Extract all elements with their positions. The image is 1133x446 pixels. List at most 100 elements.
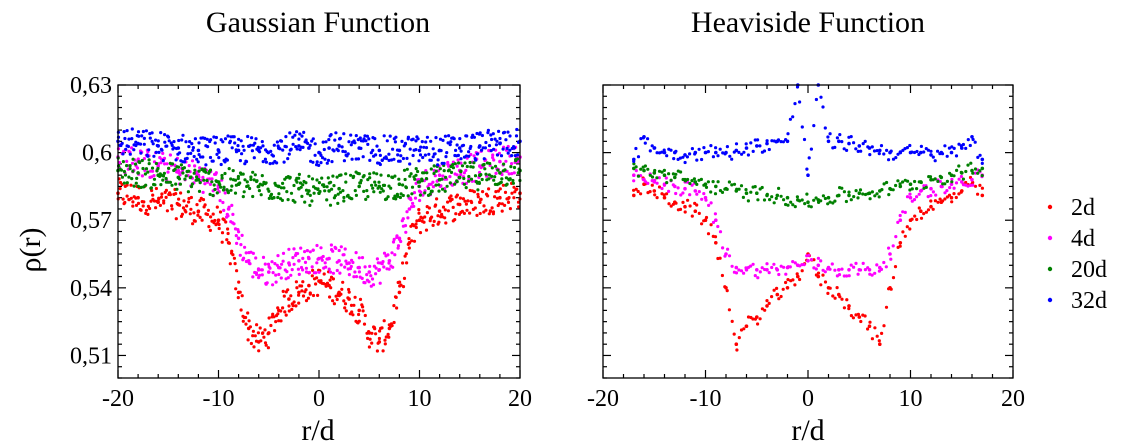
data-point — [868, 320, 872, 324]
data-point — [751, 149, 755, 153]
data-point — [724, 186, 728, 191]
data-point — [333, 194, 337, 198]
data-point — [184, 140, 188, 144]
data-point — [442, 161, 446, 165]
data-point — [208, 182, 212, 186]
data-point — [317, 270, 321, 274]
data-point — [353, 141, 357, 145]
data-point — [382, 183, 387, 187]
data-point — [341, 149, 345, 153]
data-point — [337, 290, 341, 295]
data-point — [493, 137, 497, 141]
data-point — [867, 268, 872, 272]
data-point — [418, 198, 422, 203]
data-point — [266, 151, 270, 155]
y-tick-label: 0,54 — [70, 276, 112, 302]
data-point — [197, 141, 201, 145]
data-point — [455, 164, 459, 168]
data-point — [240, 233, 244, 237]
data-point — [652, 146, 657, 150]
data-point — [186, 152, 190, 156]
data-point — [357, 308, 362, 313]
data-point — [250, 136, 254, 140]
data-point — [201, 155, 205, 159]
data-point — [709, 144, 713, 148]
data-point — [269, 149, 273, 153]
data-point — [945, 154, 949, 158]
data-point — [634, 169, 638, 173]
data-point — [226, 241, 231, 245]
data-point — [208, 155, 213, 160]
data-point — [396, 244, 401, 248]
panel-title: Heaviside Function — [691, 6, 925, 39]
data-point — [652, 180, 657, 184]
data-point — [800, 269, 804, 273]
data-point — [414, 167, 418, 171]
data-point — [753, 274, 757, 278]
data-point — [295, 147, 299, 151]
data-point — [870, 273, 874, 277]
data-point — [503, 190, 508, 194]
data-point — [858, 188, 863, 192]
data-point — [945, 195, 950, 199]
data-point — [679, 193, 683, 197]
data-point — [688, 204, 692, 208]
data-point — [924, 185, 928, 189]
data-point — [378, 162, 382, 167]
data-point — [491, 155, 495, 160]
data-point — [256, 268, 261, 272]
data-point — [812, 258, 816, 262]
data-point — [334, 131, 338, 135]
data-point — [859, 149, 863, 153]
data-point — [690, 179, 694, 183]
data-point — [397, 182, 402, 186]
data-point — [297, 293, 301, 297]
data-point — [144, 183, 148, 187]
data-point — [753, 138, 757, 142]
data-point — [253, 334, 257, 338]
data-point — [344, 309, 348, 313]
data-point — [976, 192, 980, 196]
data-point — [176, 165, 181, 169]
data-point — [742, 150, 746, 154]
data-point — [242, 148, 246, 152]
data-point — [772, 262, 776, 266]
data-point — [246, 184, 250, 188]
data-point — [192, 211, 196, 215]
data-point — [755, 144, 759, 148]
data-point — [298, 132, 302, 136]
data-point — [429, 158, 433, 162]
x-tick-label: -10 — [203, 386, 235, 412]
data-point — [308, 250, 312, 254]
data-point — [289, 273, 293, 277]
data-point — [375, 144, 379, 148]
data-point — [441, 138, 445, 142]
legend-label: 4d — [1071, 226, 1095, 252]
data-point — [423, 215, 427, 219]
data-point — [271, 283, 275, 287]
data-point — [255, 323, 259, 327]
data-point — [857, 191, 862, 195]
data-point — [279, 276, 283, 280]
data-point — [845, 148, 849, 152]
data-point — [291, 256, 295, 260]
data-point — [368, 337, 372, 341]
data-point — [655, 176, 659, 180]
data-point — [737, 268, 741, 272]
data-point — [952, 146, 956, 150]
x-tick-label: 0 — [802, 386, 814, 412]
data-point — [176, 202, 181, 207]
data-point — [475, 213, 479, 217]
data-point — [155, 169, 159, 173]
data-point — [340, 145, 344, 149]
data-point — [342, 132, 346, 136]
data-point — [347, 290, 351, 294]
data-point — [449, 170, 454, 174]
data-point — [343, 306, 347, 310]
data-point — [198, 181, 202, 185]
data-point — [371, 283, 376, 287]
data-point — [693, 209, 698, 213]
data-point — [506, 130, 510, 134]
data-point — [327, 138, 331, 142]
data-point — [493, 164, 498, 168]
